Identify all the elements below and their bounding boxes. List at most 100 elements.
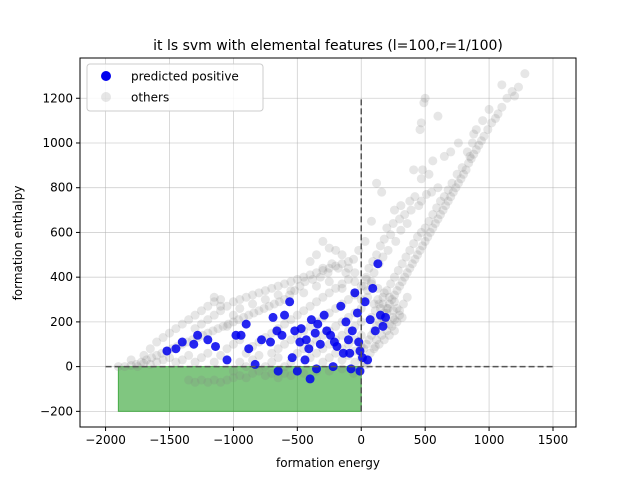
scatter-point-others [311,268,321,278]
scatter-point-others [412,250,422,260]
scatter-point-others [235,303,245,313]
scatter-point-others [416,174,426,184]
scatter-point-others [456,174,466,184]
scatter-point-others [453,178,463,188]
scatter-point-others [382,286,392,296]
scatter-point-predicted-positive [305,374,315,384]
scatter-point-others [360,236,370,246]
scatter-point-others [493,109,503,119]
scatter-point-others [324,243,334,253]
scatter-point-others [366,277,376,287]
scatter-point-others [267,283,277,293]
scatter-point-others [448,187,458,197]
legend: predicted positive others [86,63,264,112]
scatter-point-others [235,295,245,305]
scatter-point-others [396,201,406,211]
scatter-point-others [409,239,419,249]
scatter-point-others [318,236,328,246]
scatter-point-others [405,245,415,255]
scatter-point-others [286,286,296,296]
scatter-point-others [389,315,399,325]
y-tick-label: −200 [40,404,73,418]
scatter-point-others [443,185,453,195]
scatter-point-others [379,288,389,298]
y-tick-label: 0 [65,360,73,374]
scatter-point-others [126,355,136,365]
scatter-point-others [337,355,347,365]
scatter-point-others [318,292,328,302]
scatter-point-others [341,268,351,278]
x-tick-label: −500 [281,433,314,447]
scatter-point-others [292,274,302,284]
scatter-point-others [467,138,477,148]
scatter-point-others [375,303,385,313]
scatter-point-others [343,257,353,267]
scatter-point-others [216,377,226,387]
scatter-point-predicted-positive [301,335,311,345]
scatter-point-others [464,158,474,168]
scatter-point-predicted-positive [296,324,306,334]
scatter-point-others [423,232,433,242]
scatter-point-others [126,361,136,370]
scatter-point-predicted-positive [203,335,213,345]
scatter-point-others [333,263,343,273]
scatter-point-others [361,272,371,282]
scatter-point-predicted-positive [268,312,278,322]
scatter-point-others [248,299,258,309]
scatter-point-others [453,138,463,148]
legend-marker-predicted-positive [101,71,111,81]
scatter-point-others [209,310,219,320]
y-tick-label: 1200 [42,91,73,105]
scatter-point-others [416,118,426,128]
scatter-point-others [428,210,438,220]
scatter-point-others [299,272,309,282]
legend-box [86,63,264,112]
scatter-point-others [457,163,467,173]
scatter-point-others [152,337,162,347]
scatter-point-others [478,116,488,126]
scatter-point-others [483,125,493,135]
scatter-point-others [435,210,445,220]
scatter-point-others [392,286,402,296]
scatter-point-others [324,263,334,273]
scatter-point-others [343,263,353,273]
scatter-point-others [451,183,461,193]
x-tick-label: 0 [357,433,365,447]
scatter-point-predicted-positive [355,366,365,376]
scatter-point-others [311,297,321,307]
scatter-point-predicted-positive [257,335,267,345]
scatter-point-others [139,358,149,368]
chart-title: it ls svm with elemental features (l=100… [153,38,503,54]
scatter-point-others [203,377,213,387]
scatter-point-others [337,250,347,260]
scatter-point-others [372,335,382,345]
scatter-point-others [372,250,382,260]
scatter-point-others [388,312,398,322]
scatter-point-others [260,286,270,296]
scatter-point-predicted-positive [313,319,323,329]
scatter-point-others [405,263,415,273]
scatter-point-others [388,306,398,316]
scatter-point-others [384,292,394,302]
scatter-point-others [254,366,264,376]
scatter-point-others [295,281,305,291]
scatter-point-others [337,279,347,289]
scatter-point-others [386,279,396,289]
scatter-point-predicted-positive [336,301,346,311]
scatter-point-others [397,259,407,269]
scatter-point-others [392,317,402,327]
scatter-point-others [513,82,523,92]
scatter-point-others [400,210,410,220]
scatter-point-others [327,259,337,269]
scatter-point-others [305,257,315,267]
scatter-point-others [374,299,384,309]
scatter-point-others [203,328,213,338]
scatter-point-others [420,93,430,103]
y-tick-label: 400 [50,270,73,284]
scatter-point-others [273,373,283,383]
scatter-point-others [203,301,213,311]
scatter-point-others [331,245,341,255]
scatter-point-others [216,350,226,360]
scatter-point-others [300,277,310,287]
scatter-point-others [280,279,290,289]
